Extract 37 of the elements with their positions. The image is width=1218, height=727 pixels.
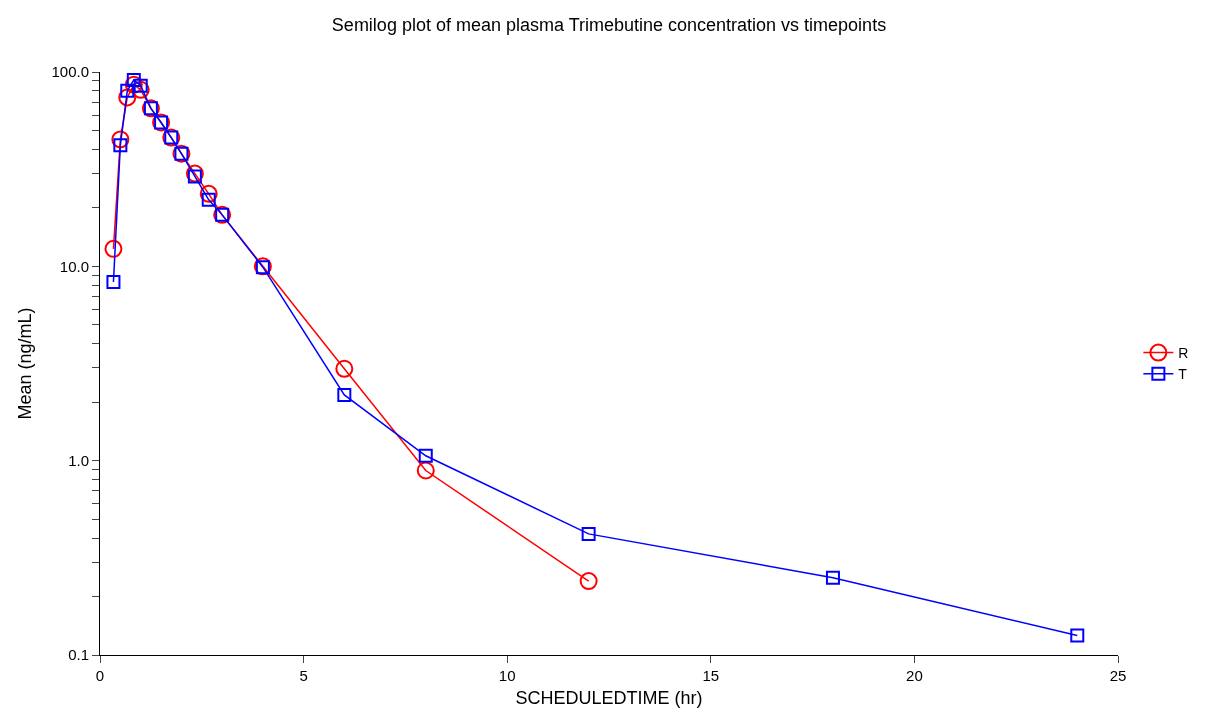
point [113, 138, 128, 153]
y-tick-label: 1.0 [68, 451, 89, 469]
y-tick-label: 0.1 [68, 646, 89, 664]
x-tick-label: 10 [498, 667, 516, 684]
point [581, 526, 596, 541]
point [187, 169, 202, 184]
point [201, 192, 216, 207]
point [106, 275, 121, 290]
point [124, 75, 143, 94]
point [1070, 628, 1085, 643]
legend-label: R [1178, 345, 1189, 362]
point [120, 83, 135, 98]
point [199, 184, 218, 203]
y-axis-title: Mean (ng/mL) [14, 307, 35, 420]
x-tick-label: 15 [702, 667, 720, 684]
x-tick-label: 20 [906, 667, 923, 684]
y-tick-label: 10.0 [59, 257, 89, 275]
point [335, 359, 354, 378]
point [118, 88, 137, 107]
point [418, 448, 433, 463]
point [131, 80, 150, 99]
point [579, 572, 598, 591]
point [416, 461, 435, 480]
point [104, 239, 123, 258]
point [133, 78, 148, 93]
legend-label: T [1178, 366, 1188, 383]
point [126, 72, 141, 87]
chart-title: Semilog plot of mean plasma Trimebutine concentration vs timepoints [331, 14, 887, 35]
x-axis-title: SCHEDULEDTIME (hr) [515, 688, 703, 709]
point [111, 130, 130, 149]
x-tick-label: 0 [95, 667, 105, 684]
point [185, 164, 204, 183]
y-tick-label: 100.0 [51, 63, 89, 81]
point [825, 570, 840, 585]
x-tick-label: 5 [299, 667, 308, 684]
point [337, 387, 352, 402]
x-tick-label: 25 [1109, 667, 1127, 684]
